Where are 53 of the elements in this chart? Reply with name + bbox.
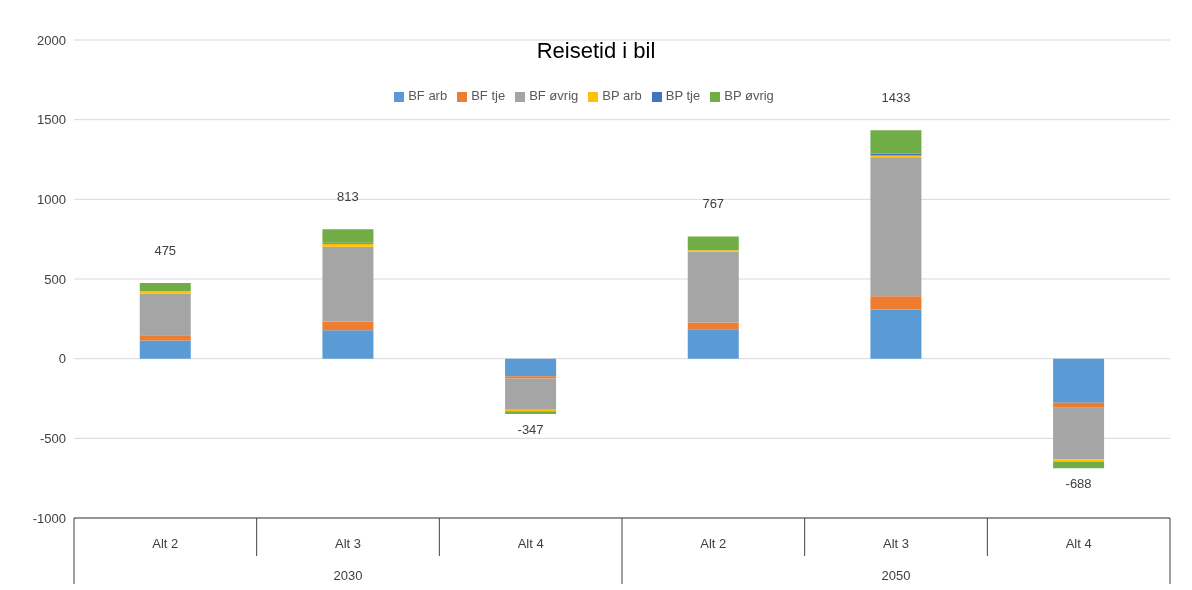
x-tick-label: Alt 4 bbox=[517, 536, 544, 551]
bar bbox=[870, 296, 922, 310]
x-tick-label: Alt 2 bbox=[152, 536, 179, 551]
y-tick-label: 1500 bbox=[37, 112, 66, 128]
bar bbox=[1053, 462, 1105, 469]
bar bbox=[687, 322, 739, 330]
total-label: 767 bbox=[702, 196, 725, 212]
bar bbox=[870, 309, 922, 359]
total-label: -347 bbox=[517, 421, 544, 437]
bar bbox=[1053, 402, 1105, 408]
chart-title: Reisetid i bil bbox=[536, 38, 656, 63]
bar bbox=[322, 330, 374, 359]
bar bbox=[322, 229, 374, 243]
bar bbox=[687, 251, 739, 323]
legend-label: BP øvrig bbox=[724, 88, 774, 103]
x-tick-label: Alt 4 bbox=[1065, 536, 1092, 551]
bar bbox=[1053, 459, 1105, 463]
legend-label: BF arb bbox=[408, 88, 448, 103]
y-tick-label: 2000 bbox=[37, 32, 66, 48]
legend-label: BP arb bbox=[602, 88, 642, 103]
total-label: 813 bbox=[337, 189, 359, 205]
legend-label: BF øvrig bbox=[529, 88, 579, 103]
x-tick-label: Alt 3 bbox=[882, 536, 910, 551]
x-tick-label: Alt 3 bbox=[334, 536, 362, 551]
y-tick-label: 1000 bbox=[37, 191, 66, 207]
text: 2030 bbox=[333, 568, 363, 583]
total-label: 475 bbox=[154, 242, 177, 258]
bar bbox=[687, 329, 739, 359]
bar bbox=[505, 358, 557, 377]
bar bbox=[505, 376, 557, 379]
y-tick-label: -1000 bbox=[32, 510, 66, 526]
bar bbox=[505, 378, 557, 410]
bar bbox=[139, 293, 191, 336]
bar bbox=[1053, 358, 1105, 403]
x-tick-label: Alt 2 bbox=[700, 536, 727, 551]
bar bbox=[139, 335, 191, 341]
y-tick-label: -500 bbox=[39, 430, 66, 446]
text: 2050 bbox=[881, 568, 911, 583]
bar bbox=[322, 321, 374, 331]
legend-label: BP tje bbox=[665, 88, 701, 103]
y-tick-label: 0 bbox=[58, 351, 66, 367]
total-label: -688 bbox=[1065, 476, 1092, 492]
bar bbox=[139, 291, 191, 294]
bar bbox=[870, 130, 922, 154]
y-tick-label: 500 bbox=[44, 271, 66, 287]
bar bbox=[139, 282, 191, 292]
total-label: 1433 bbox=[881, 90, 911, 106]
bar bbox=[687, 236, 739, 251]
bar bbox=[322, 246, 374, 322]
bar bbox=[870, 158, 922, 297]
bar bbox=[1053, 407, 1105, 460]
bar bbox=[139, 340, 191, 359]
legend-label: BF tje bbox=[471, 88, 506, 103]
